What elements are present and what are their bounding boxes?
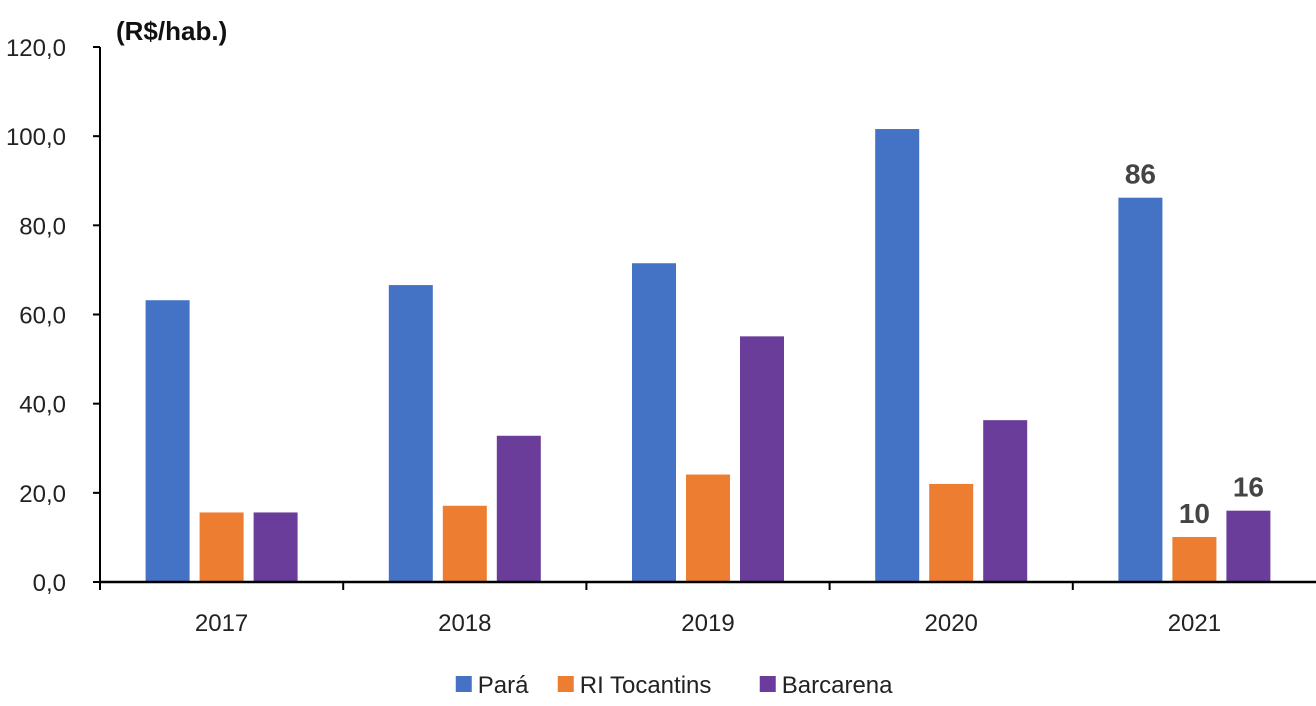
legend-swatch — [759, 676, 776, 692]
y-axis: 0,0 20,0 40,0 60,0 80,0 100,0 120,0 — [6, 35, 101, 597]
bar-2019-ri-tocantins — [686, 474, 730, 582]
data-label: 10 — [1179, 498, 1210, 529]
legend-swatch — [557, 676, 574, 692]
y-tick-label: 60,0 — [19, 303, 66, 330]
y-tick-label: 20,0 — [19, 481, 66, 508]
legend: Pará RI Tocantins Barcarena — [455, 672, 893, 699]
x-tick-label: 2021 — [1168, 610, 1221, 637]
data-label: 16 — [1233, 472, 1264, 503]
y-tick-label: 80,0 — [19, 213, 66, 240]
legend-label: RI Tocantins — [580, 672, 712, 699]
bar-2020-pará — [875, 129, 920, 583]
bar-2020-ri-tocantins — [929, 483, 974, 582]
bar-2017-ri-tocantins — [199, 512, 244, 582]
bar-2021-pará — [1118, 197, 1163, 583]
legend-label: Pará — [478, 672, 529, 699]
bars — [145, 129, 1271, 583]
y-tick-label: 100,0 — [6, 124, 66, 151]
legend-swatch — [455, 676, 472, 692]
bar-2019-barcarena — [740, 336, 784, 582]
data-labels: 86 10 16 — [1125, 159, 1264, 529]
x-tick-label: 2017 — [195, 610, 248, 637]
x-axis: 2017 2018 2019 2020 2021 — [99, 580, 1316, 637]
x-tick-label: 2018 — [438, 610, 491, 637]
x-tick-label: 2019 — [681, 610, 734, 637]
bar-2018-pará — [388, 285, 433, 582]
bar-2017-pará — [145, 300, 190, 582]
y-tick-label: 40,0 — [19, 392, 66, 419]
bar-2019-pará — [632, 263, 676, 582]
x-tick-label: 2020 — [925, 610, 978, 637]
data-label: 86 — [1125, 159, 1156, 190]
bar-2021-barcarena — [1226, 510, 1271, 582]
bar-2021-ri-tocantins — [1172, 536, 1217, 582]
bar-2017-barcarena — [253, 512, 298, 582]
bar-2020-barcarena — [983, 420, 1028, 582]
y-tick-label: 0,0 — [33, 570, 66, 597]
y-tick-label: 120,0 — [6, 35, 66, 62]
bar-2018-barcarena — [496, 435, 541, 582]
bar-2018-ri-tocantins — [442, 505, 487, 582]
legend-label: Barcarena — [782, 672, 893, 699]
y-unit-label: (R$/hab.) — [116, 16, 227, 46]
